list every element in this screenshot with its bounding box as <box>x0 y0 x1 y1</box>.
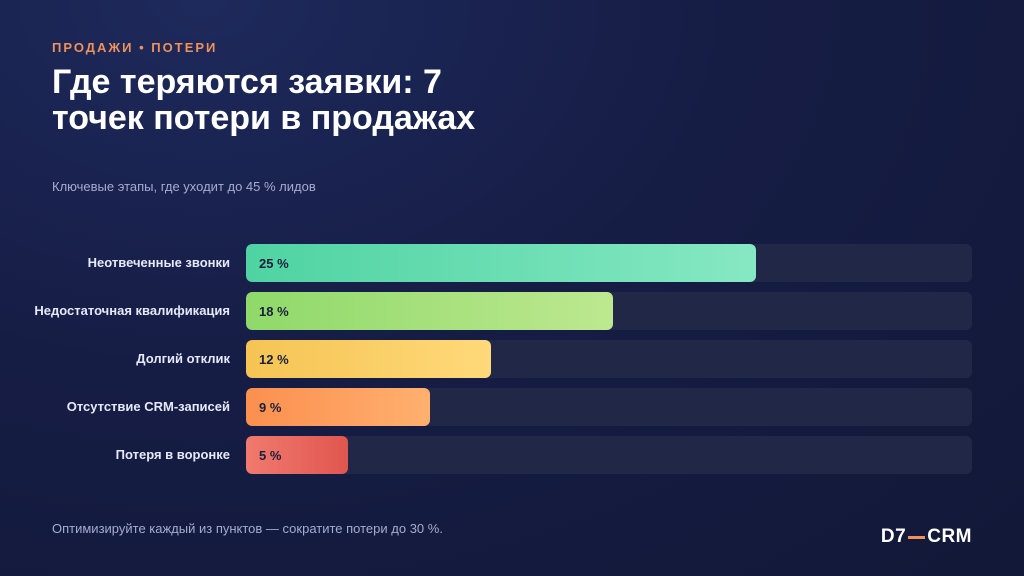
brand-logo: D7 CRM <box>881 526 972 548</box>
bar-track: 9 % <box>246 388 972 426</box>
bar <box>246 340 491 378</box>
bar-value-label: 18 % <box>259 303 289 319</box>
eyebrow-label: ПРОДАЖИ • ПОТЕРИ <box>52 40 218 55</box>
logo-text-right: CRM <box>927 526 972 547</box>
page-title: Где теряются заявки: 7 точек потери в пр… <box>52 63 476 137</box>
bar-value-label: 12 % <box>259 351 289 367</box>
bar-value-label: 5 % <box>259 447 282 463</box>
bar-category-label: Долгий отклик <box>136 351 230 366</box>
bar-row: Потеря в воронке 5 % <box>0 436 1024 474</box>
bar <box>246 244 756 282</box>
footnote: Оптимизируйте каждый из пунктов — сократ… <box>52 521 443 536</box>
bar-track: 18 % <box>246 292 972 330</box>
logo-dash <box>908 535 926 539</box>
bar-row: Недостаточная квалификация 18 % <box>0 292 1024 330</box>
bar-track: 5 % <box>246 436 972 474</box>
bar <box>246 292 613 330</box>
bar-category-label: Неотвеченные звонки <box>87 255 230 270</box>
bar-row: Неотвеченные звонки 25 % <box>0 244 1024 282</box>
bar-track: 12 % <box>246 340 972 378</box>
bar-row: Долгий отклик 12 % <box>0 340 1024 378</box>
bar-category-label: Отсутствие CRM-записей <box>66 399 230 414</box>
bar-track: 25 % <box>246 244 972 282</box>
bar-value-label: 25 % <box>259 255 289 271</box>
bar-category-label: Недостаточная квалификация <box>34 303 230 318</box>
bar-category-label: Потеря в воронке <box>115 447 230 462</box>
bar <box>246 388 430 426</box>
bar <box>246 436 348 474</box>
page-subtitle: Ключевые этапы, где уходит до 45 % лидов <box>52 179 316 194</box>
bar-value-label: 9 % <box>259 399 282 415</box>
bar-row: Отсутствие CRM-записей 9 % <box>0 388 1024 426</box>
logo-text-left: D7 <box>880 526 907 547</box>
